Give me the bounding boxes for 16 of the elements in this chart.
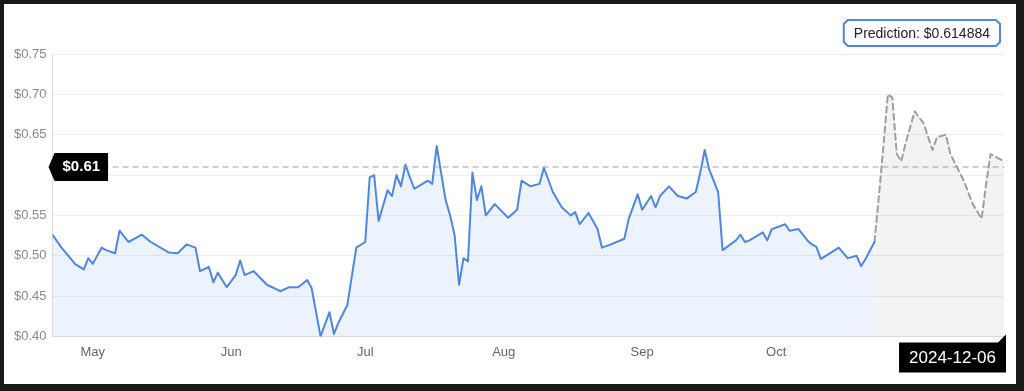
y-tick-label: $0.70 bbox=[13, 85, 47, 101]
x-tick-label: Aug bbox=[492, 343, 516, 359]
ref-line-label: $0.61 bbox=[62, 157, 101, 175]
x-tick-label: Sep bbox=[630, 343, 654, 359]
y-tick-label: $0.45 bbox=[13, 287, 47, 303]
y-tick-label: $0.40 bbox=[13, 327, 47, 343]
y-tick-label: $0.50 bbox=[13, 247, 47, 263]
x-tick-label: Oct bbox=[766, 343, 787, 359]
y-tick-label: $0.55 bbox=[13, 206, 47, 222]
text: Prediction: $0.614884 bbox=[853, 24, 991, 41]
y-tick-label: $0.65 bbox=[13, 126, 47, 142]
x-tick-label: Jul bbox=[356, 343, 374, 359]
text: 2024-12-06 bbox=[909, 348, 996, 368]
y-tick-label: $0.75 bbox=[13, 45, 47, 61]
x-tick-label: May bbox=[80, 343, 106, 359]
x-tick-label: Jun bbox=[220, 343, 242, 359]
